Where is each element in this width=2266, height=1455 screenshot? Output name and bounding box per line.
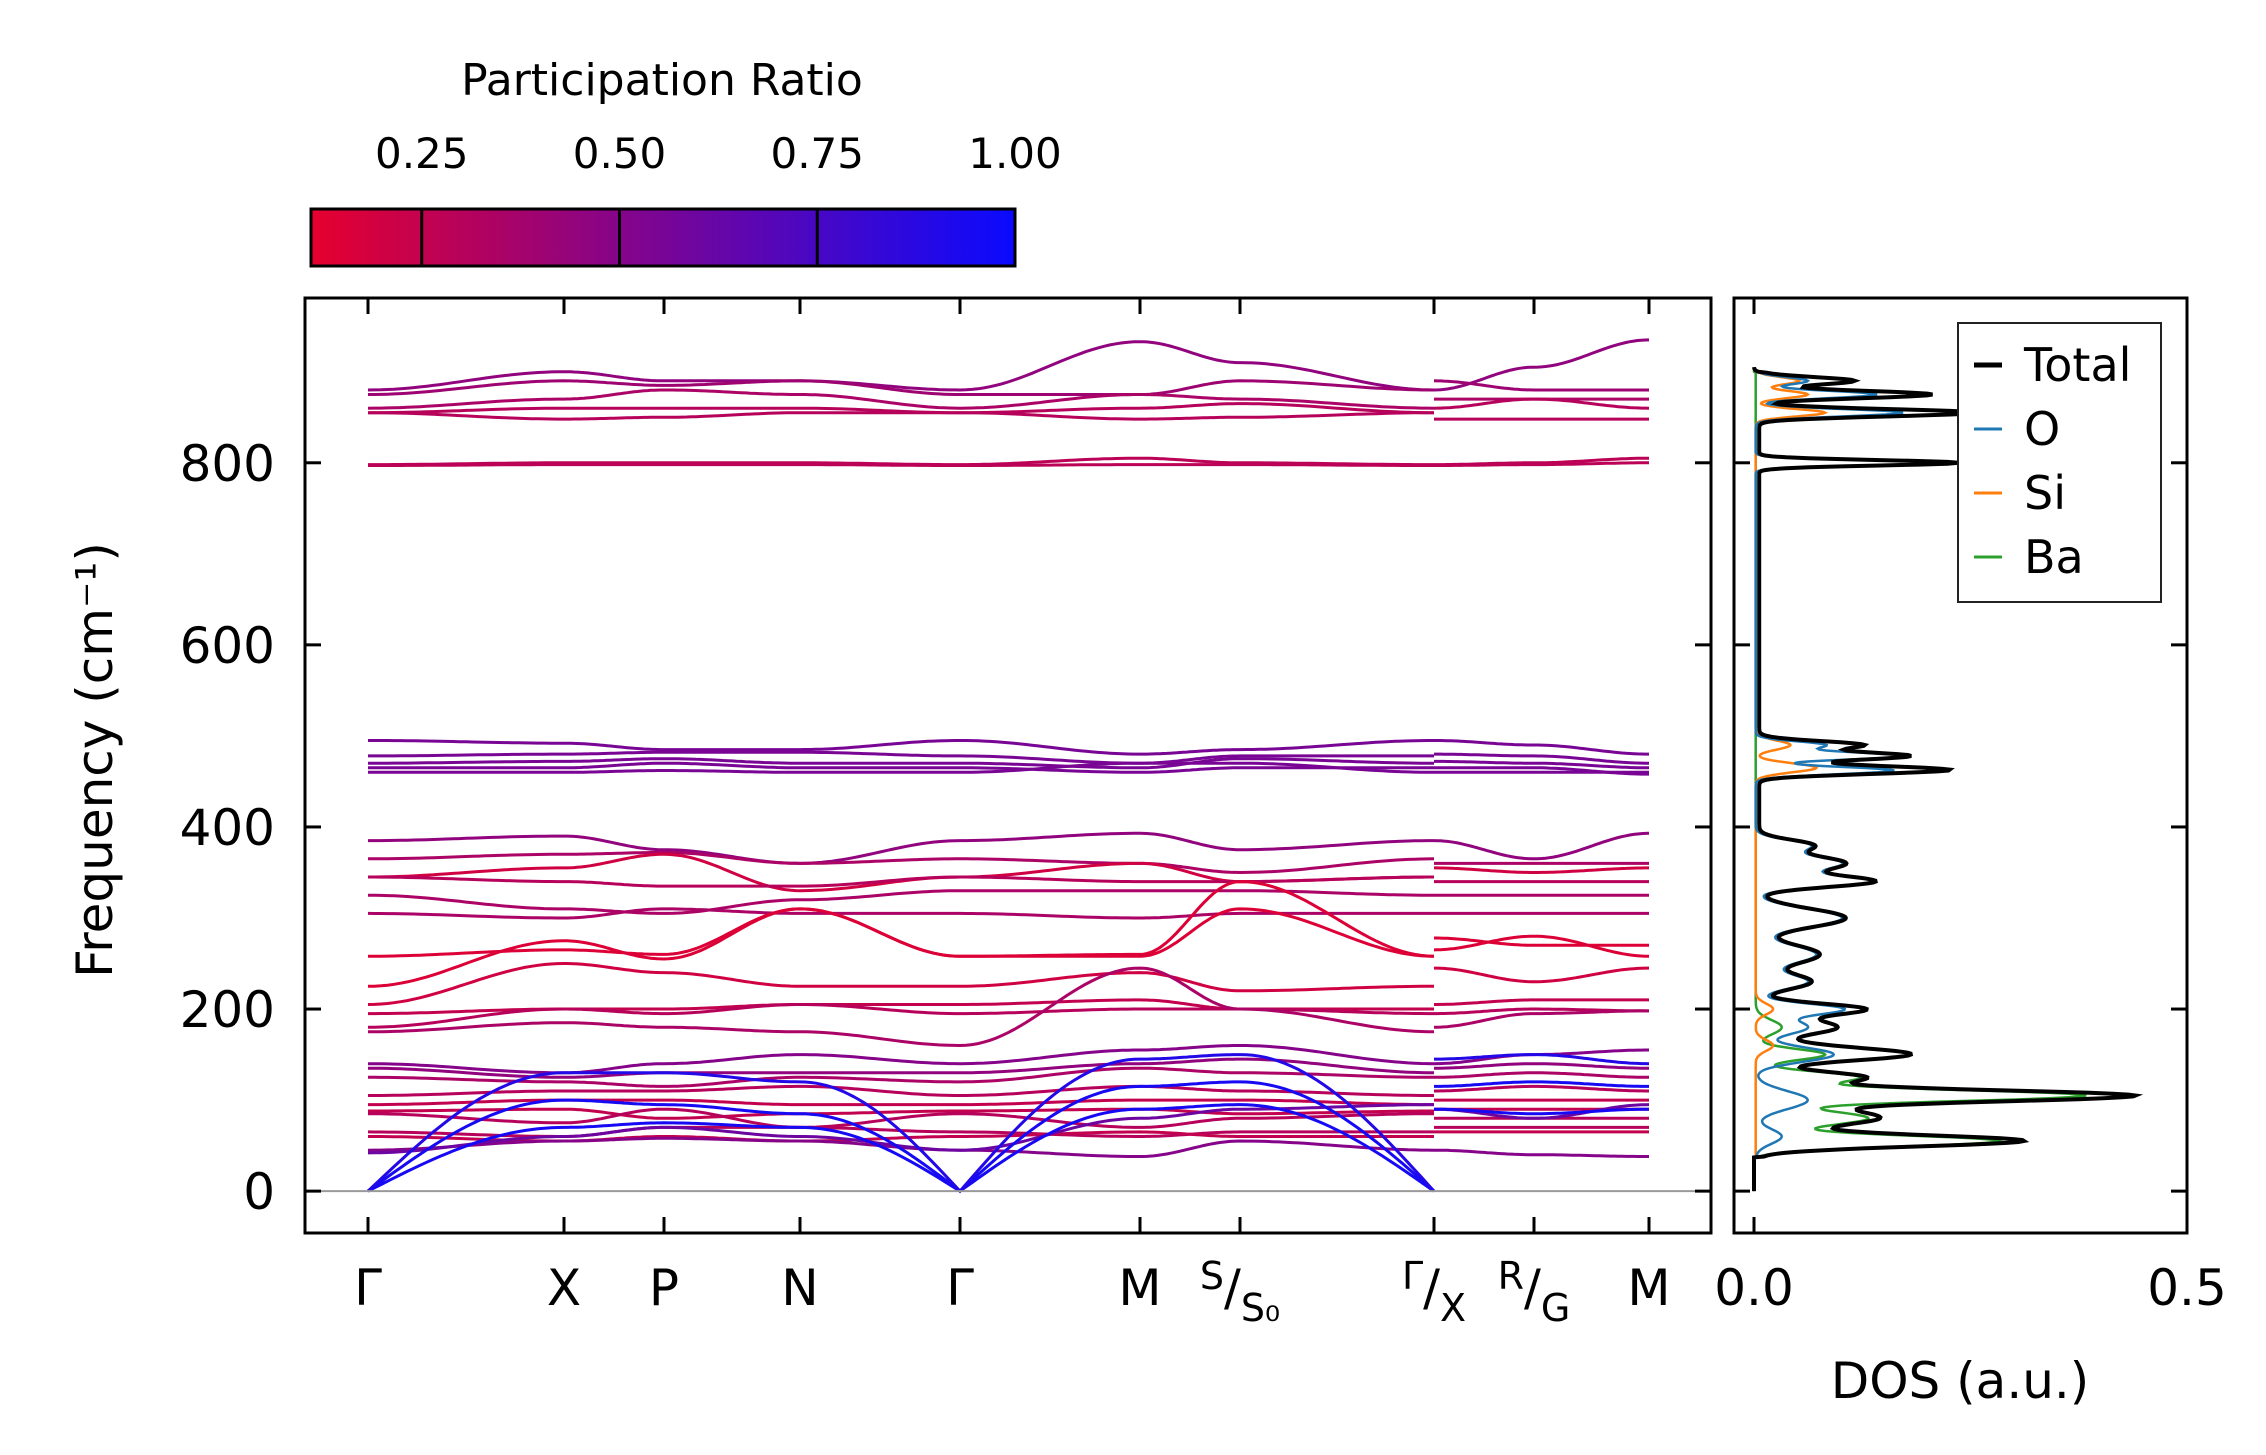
- phonon-band: [367, 880, 1435, 988]
- phonon-band: [368, 966, 1435, 1048]
- phonon-band: [368, 1066, 1434, 1088]
- phonon-band: [1434, 752, 1649, 765]
- phonon-band: [1433, 397, 1650, 410]
- phonon-band: [1434, 966, 1649, 984]
- phonon-band: [367, 889, 1434, 915]
- phonon-band: [1434, 1009, 1649, 1029]
- kpoint-label: Γ: [354, 1259, 382, 1317]
- phonon-band: [368, 761, 1434, 774]
- phonon-band: [367, 1107, 1434, 1129]
- dos-x-axis-label: DOS (a.u.): [1831, 1352, 2090, 1410]
- y-tick-label: 400: [180, 799, 275, 857]
- kpoint-label: N: [781, 1259, 818, 1317]
- y-axis-label: Frequency (cm⁻¹): [66, 542, 124, 978]
- phonon-band: [367, 962, 1434, 1006]
- phonon-band: [1434, 936, 1649, 947]
- colorbar-tick-label: 0.50: [573, 129, 667, 178]
- dos-axes-frame: [1732, 296, 2189, 1235]
- kpoint-label: M: [1627, 1259, 1670, 1317]
- phonon-band: [368, 463, 1434, 467]
- phonon-band: [1434, 1071, 1649, 1079]
- phonon-band: [367, 1080, 1435, 1194]
- phonon-band: [368, 1057, 1435, 1079]
- dos-line-total: [1752, 366, 2144, 1192]
- phonon-band: [1433, 831, 1650, 861]
- legend-label: Si: [2024, 466, 2066, 520]
- phonon-band: [1434, 759, 1649, 770]
- phonon-band: [367, 1103, 1435, 1193]
- phonon-band: [367, 388, 1435, 410]
- phonon-band: [367, 1103, 1434, 1155]
- phonon-band: [368, 402, 1434, 415]
- y-tick-label: 0: [243, 1163, 275, 1221]
- colorbar-tick-label: 1.00: [968, 129, 1062, 178]
- phonon-band: [366, 1053, 1436, 1194]
- phonon-band: [1434, 1084, 1649, 1093]
- colorbar: [309, 207, 1017, 268]
- phonon-band: [368, 831, 1434, 865]
- colorbar-label: Participation Ratio: [461, 55, 863, 106]
- dos-x-tick-label: 0.0: [1714, 1259, 1794, 1317]
- phonon-band: [368, 1084, 1434, 1097]
- kpoint-label: S/S₀: [1200, 1254, 1280, 1330]
- legend-label: Ba: [2024, 530, 2084, 584]
- phonon-band: [1434, 998, 1649, 1006]
- phonon-band: [1434, 1062, 1649, 1070]
- phonon-band: [368, 761, 1434, 774]
- phonon-band: [1434, 461, 1649, 467]
- legend: Total O Si Ba: [1957, 322, 2162, 603]
- phonon-band: [368, 850, 1435, 875]
- legend-label: Total: [2023, 338, 2131, 392]
- phonon-band: [1434, 1080, 1649, 1088]
- kpoint-label: R/G: [1498, 1254, 1571, 1330]
- colorbar-tick-label: 0.25: [375, 129, 469, 178]
- y-tick-label: 600: [180, 617, 275, 675]
- kpoint-label: P: [649, 1259, 679, 1317]
- phonon-band: [368, 379, 1435, 396]
- phonon-band: [368, 750, 1434, 765]
- kpoint-label: M: [1118, 1259, 1161, 1317]
- phonon-band: [1434, 1148, 1649, 1158]
- colorbar-tick-label: 0.75: [770, 129, 864, 178]
- y-tick-label: 200: [180, 981, 275, 1039]
- dos-x-tick-label: 0.5: [2147, 1259, 2227, 1317]
- phonon-band: [1434, 1107, 1649, 1116]
- legend-label: O: [2024, 402, 2060, 456]
- phonon-band: [368, 411, 1434, 421]
- phonon-band: [368, 757, 1434, 770]
- phonon-band: [368, 1003, 1434, 1029]
- phonon-band: [368, 739, 1434, 756]
- phonon-band: [1434, 1053, 1650, 1066]
- phonon-band: [1433, 934, 1649, 958]
- band-axes-frame: [303, 296, 1713, 1235]
- phonon-band: [1433, 379, 1649, 392]
- kpoint-label: X: [547, 1259, 581, 1317]
- phonon-band: [367, 340, 1435, 392]
- phonon-band: [1434, 866, 1649, 874]
- phonon-band: [368, 907, 1435, 958]
- kpoint-label: Γ: [946, 1259, 974, 1317]
- phonon-band: [1434, 739, 1649, 756]
- y-tick-label: 800: [180, 435, 275, 493]
- kpoint-label: Γ/X: [1402, 1254, 1466, 1330]
- phonon-band: [368, 875, 1434, 888]
